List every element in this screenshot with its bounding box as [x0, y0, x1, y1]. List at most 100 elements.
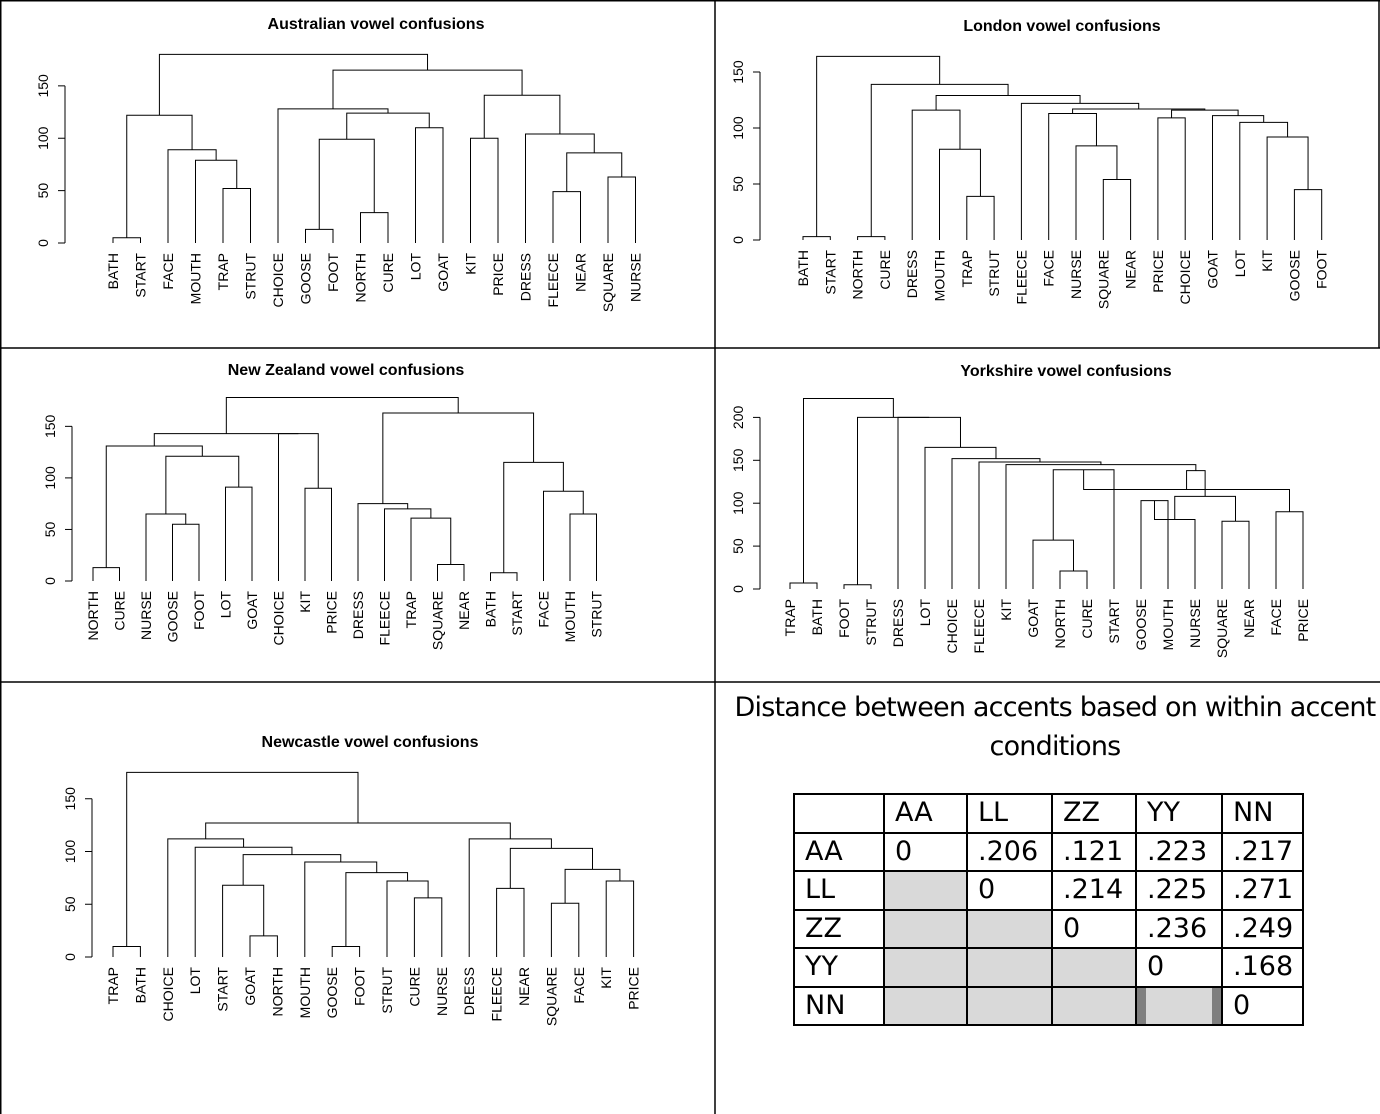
dendrogram-link: [1239, 121, 1289, 240]
leaf-label: START: [133, 253, 149, 298]
table-cell: .225: [1135, 870, 1223, 911]
leaf-label: CURE: [112, 591, 128, 631]
leaf-label: GOAT: [1205, 250, 1221, 289]
dendrogram-link: [483, 94, 561, 139]
leaf-label: BATH: [795, 250, 811, 286]
table-cell-empty: [1051, 947, 1137, 988]
table-cell-empty: [1051, 985, 1137, 1026]
dendrogram-link: [802, 236, 831, 240]
dendrogram-link: [935, 95, 1081, 111]
dendrogram-link: [607, 176, 636, 243]
table-cell-empty: [966, 908, 1053, 949]
leaf-label: GOAT: [435, 253, 451, 292]
dendrogram-link: [278, 433, 319, 581]
distance-table: AA LL ZZ YY NN AA 0 .206 .121 .223 .217 …: [793, 793, 1304, 1026]
leaf-label: DRESS: [518, 253, 534, 301]
table-cell: .206: [966, 831, 1053, 872]
dendrogram-link: [92, 567, 120, 581]
leaf-label: PRICE: [1150, 250, 1166, 293]
leaf-label: BATH: [132, 967, 148, 1003]
table-row: LL 0 .214 .225 .271: [793, 870, 1304, 911]
leaf-label: FOOT: [352, 967, 368, 1006]
leaf-label: NURSE: [1187, 599, 1203, 648]
leaf-label: SQUARE: [430, 591, 446, 650]
dendrogram-link: [496, 887, 525, 957]
dendrogram-link: [357, 503, 409, 581]
dendrogram-link: [1275, 511, 1304, 589]
table-cell: .236: [1135, 908, 1223, 949]
dendrogram-link: [1266, 136, 1309, 240]
leaf-label: TRAP: [215, 253, 231, 290]
y-tick-label: 50: [42, 521, 58, 537]
leaf-label: TRAP: [403, 591, 419, 628]
dendrogram-link: [205, 822, 511, 839]
dendrogram-link: [525, 133, 595, 243]
column-header: LL: [966, 793, 1053, 834]
leaf-label: NEAR: [456, 591, 472, 630]
dendrogram-panel: Yorkshire vowel confusions 0 50 100 150 200 TR…: [730, 363, 1311, 658]
table-cell-empty: [966, 947, 1053, 988]
dendrogram-link: [332, 69, 523, 109]
leaf-label: PRICE: [324, 591, 340, 634]
dendrogram-link: [112, 945, 141, 957]
dendrogram-link: [167, 838, 245, 957]
dendrogram-link: [552, 191, 581, 243]
leaf-label: START: [1106, 599, 1122, 644]
leaf-label: CHOICE: [271, 591, 287, 645]
dendrogram-link: [437, 564, 465, 581]
leaf-label: SQUARE: [1095, 250, 1111, 309]
y-tick-label: 100: [42, 466, 58, 490]
dendrogram-link: [966, 195, 995, 240]
dendrogram-link: [550, 902, 580, 957]
table-cell: 0: [966, 870, 1053, 911]
leaf-label: FLEECE: [545, 253, 561, 307]
dendrogram-link: [1005, 464, 1197, 589]
table-cell: 0: [883, 831, 968, 872]
dendrogram-link: [843, 584, 872, 589]
dendrogram-link: [564, 868, 621, 904]
dendrogram-link: [1020, 102, 1140, 240]
leaf-label: NORTH: [1052, 599, 1068, 649]
table-cell: .271: [1221, 870, 1304, 911]
column-header: AA: [883, 793, 968, 834]
leaf-label: FACE: [1041, 250, 1057, 287]
leaf-label: START: [822, 250, 838, 295]
dendrogram-link: [386, 880, 429, 957]
leaf-label: NURSE: [434, 967, 450, 1016]
dendrogram-link: [503, 461, 564, 573]
dendrogram-link: [1221, 520, 1250, 589]
leaf-label: NURSE: [138, 591, 154, 640]
y-tick-label: 0: [730, 585, 746, 593]
y-tick-label: 50: [730, 176, 746, 192]
leaf-label: NEAR: [1241, 599, 1257, 638]
dendrogram-link: [978, 461, 1102, 589]
leaf-label: CURE: [1079, 599, 1095, 639]
y-tick-label: 150: [730, 448, 746, 472]
dendrogram-link: [1212, 115, 1265, 240]
column-header: NN: [1221, 793, 1304, 834]
dendrogram-link: [172, 523, 200, 581]
dendrogram-link: [222, 188, 251, 243]
leaf-label: TRAP: [959, 250, 975, 287]
y-tick-label: 50: [62, 896, 78, 912]
leaf-label: CHOICE: [160, 967, 176, 1021]
dendrogram-link: [410, 517, 452, 581]
y-tick-label: 100: [730, 491, 746, 515]
leaf-label: FOOT: [1314, 250, 1330, 289]
y-tick-label: 150: [730, 60, 746, 84]
table-cell: 0: [1135, 947, 1223, 988]
chart-title: Newcastle vowel confusions: [262, 734, 479, 751]
dendrogram-panel: Australian vowel confusions 0 50 100 150 BATH…: [35, 16, 644, 312]
y-tick-label: 100: [62, 840, 78, 864]
dendrogram-link: [225, 486, 253, 581]
leaf-label: DRESS: [890, 599, 906, 647]
leaf-label: START: [509, 591, 525, 636]
dendrogram-link: [382, 412, 535, 504]
leaf-label: NORTH: [85, 591, 101, 641]
y-tick-label: 0: [35, 239, 51, 247]
leaf-label: CHOICE: [1177, 250, 1193, 304]
table-cell-empty: [883, 870, 968, 911]
table-cell: .168: [1221, 947, 1304, 988]
leaf-label: DRESS: [350, 591, 366, 639]
leaf-label: FOOT: [191, 591, 207, 630]
